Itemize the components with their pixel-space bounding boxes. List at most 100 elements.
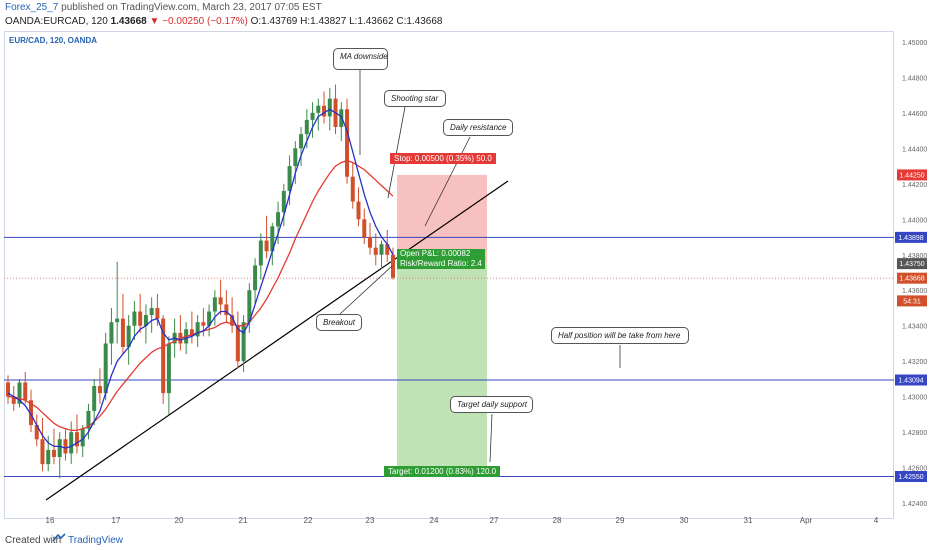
level-price-tag bbox=[895, 471, 927, 483]
author-link[interactable]: Forex_25_7 bbox=[5, 2, 59, 13]
y-tick-label: 1.43800 bbox=[902, 253, 927, 260]
candle-body bbox=[391, 254, 395, 278]
candle-body bbox=[103, 343, 108, 394]
candle-body bbox=[46, 449, 51, 465]
price-tag-text: 1.44250 bbox=[899, 172, 924, 179]
candle-body bbox=[368, 237, 373, 248]
level-price-tag bbox=[895, 374, 927, 386]
price-tag-text: 1.43750 bbox=[899, 261, 924, 268]
x-tick-label: Apr bbox=[800, 516, 813, 525]
y-tick-label: 1.45000 bbox=[902, 40, 927, 47]
pointer-shooting-star bbox=[387, 106, 406, 199]
candle-body bbox=[109, 322, 114, 344]
candle-body bbox=[143, 315, 148, 326]
candle-body bbox=[218, 297, 223, 305]
candle-body bbox=[356, 201, 361, 220]
candle-body bbox=[241, 322, 246, 362]
target-zone bbox=[397, 263, 487, 477]
candle-body bbox=[379, 244, 384, 255]
candle-body bbox=[63, 439, 68, 454]
candle-body bbox=[34, 425, 39, 440]
candle-body bbox=[339, 109, 344, 128]
price-tag-text: 1.43668 bbox=[899, 276, 924, 283]
y-tick-label: 1.44200 bbox=[902, 182, 927, 189]
x-tick-label: 22 bbox=[304, 516, 313, 525]
x-tick-label: 27 bbox=[490, 516, 499, 525]
open-value: O:1.43769 bbox=[250, 16, 298, 27]
candle-body bbox=[149, 307, 154, 316]
candle-body bbox=[310, 112, 315, 120]
x-tick-label: 29 bbox=[616, 516, 625, 525]
candle-body bbox=[350, 176, 355, 202]
candle-body bbox=[247, 290, 252, 323]
target-label: Target: 0.01200 (0.83%) 120.0 bbox=[384, 466, 501, 477]
last-price: 1.43668 bbox=[110, 16, 147, 27]
candle-body bbox=[74, 432, 79, 447]
callout-breakout: Breakout bbox=[316, 314, 362, 331]
candle-body bbox=[362, 219, 367, 238]
y-tick-label: 1.43000 bbox=[902, 395, 927, 402]
candle-body bbox=[373, 247, 378, 255]
pointer-breakout bbox=[339, 265, 393, 315]
candle-body bbox=[132, 311, 137, 326]
level-price-text: 1.43898 bbox=[898, 235, 923, 242]
candle-body bbox=[86, 410, 91, 429]
x-tick-label: 28 bbox=[553, 516, 562, 525]
tradingview-brand[interactable]: TradingView bbox=[68, 535, 124, 546]
ma-slow-line bbox=[8, 160, 394, 432]
candle-body bbox=[115, 318, 120, 323]
x-tick-label: 17 bbox=[112, 516, 121, 525]
price-tag bbox=[897, 169, 927, 181]
candle-body bbox=[195, 322, 200, 337]
candle-body bbox=[166, 343, 171, 394]
candle-body bbox=[230, 315, 235, 326]
candle-body bbox=[293, 148, 298, 167]
y-tick-label: 1.43400 bbox=[902, 324, 927, 331]
candle-body bbox=[126, 325, 131, 348]
candle-body bbox=[17, 382, 22, 404]
candle-body bbox=[69, 432, 74, 454]
candle-body bbox=[97, 386, 102, 394]
price-tag-text: 54:31 bbox=[903, 298, 921, 305]
candle-body bbox=[57, 439, 62, 458]
candle-body bbox=[304, 119, 309, 135]
price-tag bbox=[897, 295, 927, 307]
candle-body bbox=[161, 318, 166, 394]
y-tick-label: 1.42400 bbox=[902, 501, 927, 508]
candle-body bbox=[235, 325, 240, 362]
y-tick-label: 1.42800 bbox=[902, 430, 927, 437]
candle-body bbox=[281, 190, 286, 213]
symbol-info: OANDA:EURCAD, 120 1.43668 ▼ −0.00250 (−0… bbox=[5, 16, 443, 27]
open-pnl-label: Open P&L: 0.00082 Risk/Reward Ratio: 2.4 bbox=[397, 249, 485, 269]
candle-body bbox=[207, 311, 212, 326]
candle-body bbox=[189, 329, 194, 337]
candle-body bbox=[40, 439, 45, 465]
candle-body bbox=[287, 166, 292, 191]
level-price-tag bbox=[895, 231, 927, 243]
x-tick-label: 20 bbox=[175, 516, 184, 525]
y-tick-label: 1.43200 bbox=[902, 359, 927, 366]
candle-body bbox=[138, 311, 143, 326]
tradingview-logo-icon bbox=[52, 533, 66, 543]
legend-label: EUR/CAD, 120, OANDA bbox=[9, 36, 98, 45]
candle-body bbox=[23, 382, 28, 401]
candle-body bbox=[11, 396, 16, 404]
x-tick-label: 21 bbox=[239, 516, 248, 525]
candle-body bbox=[155, 307, 160, 319]
candle-body bbox=[322, 105, 327, 117]
candle-body bbox=[345, 109, 350, 177]
candle-body bbox=[316, 105, 321, 113]
candle-body bbox=[276, 212, 281, 227]
candle-body bbox=[258, 240, 263, 266]
candle-body bbox=[253, 265, 258, 291]
plot-frame bbox=[4, 31, 894, 519]
y-tick-label: 1.44400 bbox=[902, 146, 927, 153]
price-change: −0.00250 (−0.17%) bbox=[162, 16, 248, 27]
level-price-text: 1.42550 bbox=[898, 474, 923, 481]
candle-body bbox=[385, 244, 390, 255]
callout-daily-resistance: Daily resistance bbox=[443, 119, 513, 136]
y-tick-label: 1.42600 bbox=[902, 466, 927, 473]
y-tick-label: 1.44000 bbox=[902, 217, 927, 224]
down-arrow-icon: ▼ bbox=[149, 16, 160, 27]
